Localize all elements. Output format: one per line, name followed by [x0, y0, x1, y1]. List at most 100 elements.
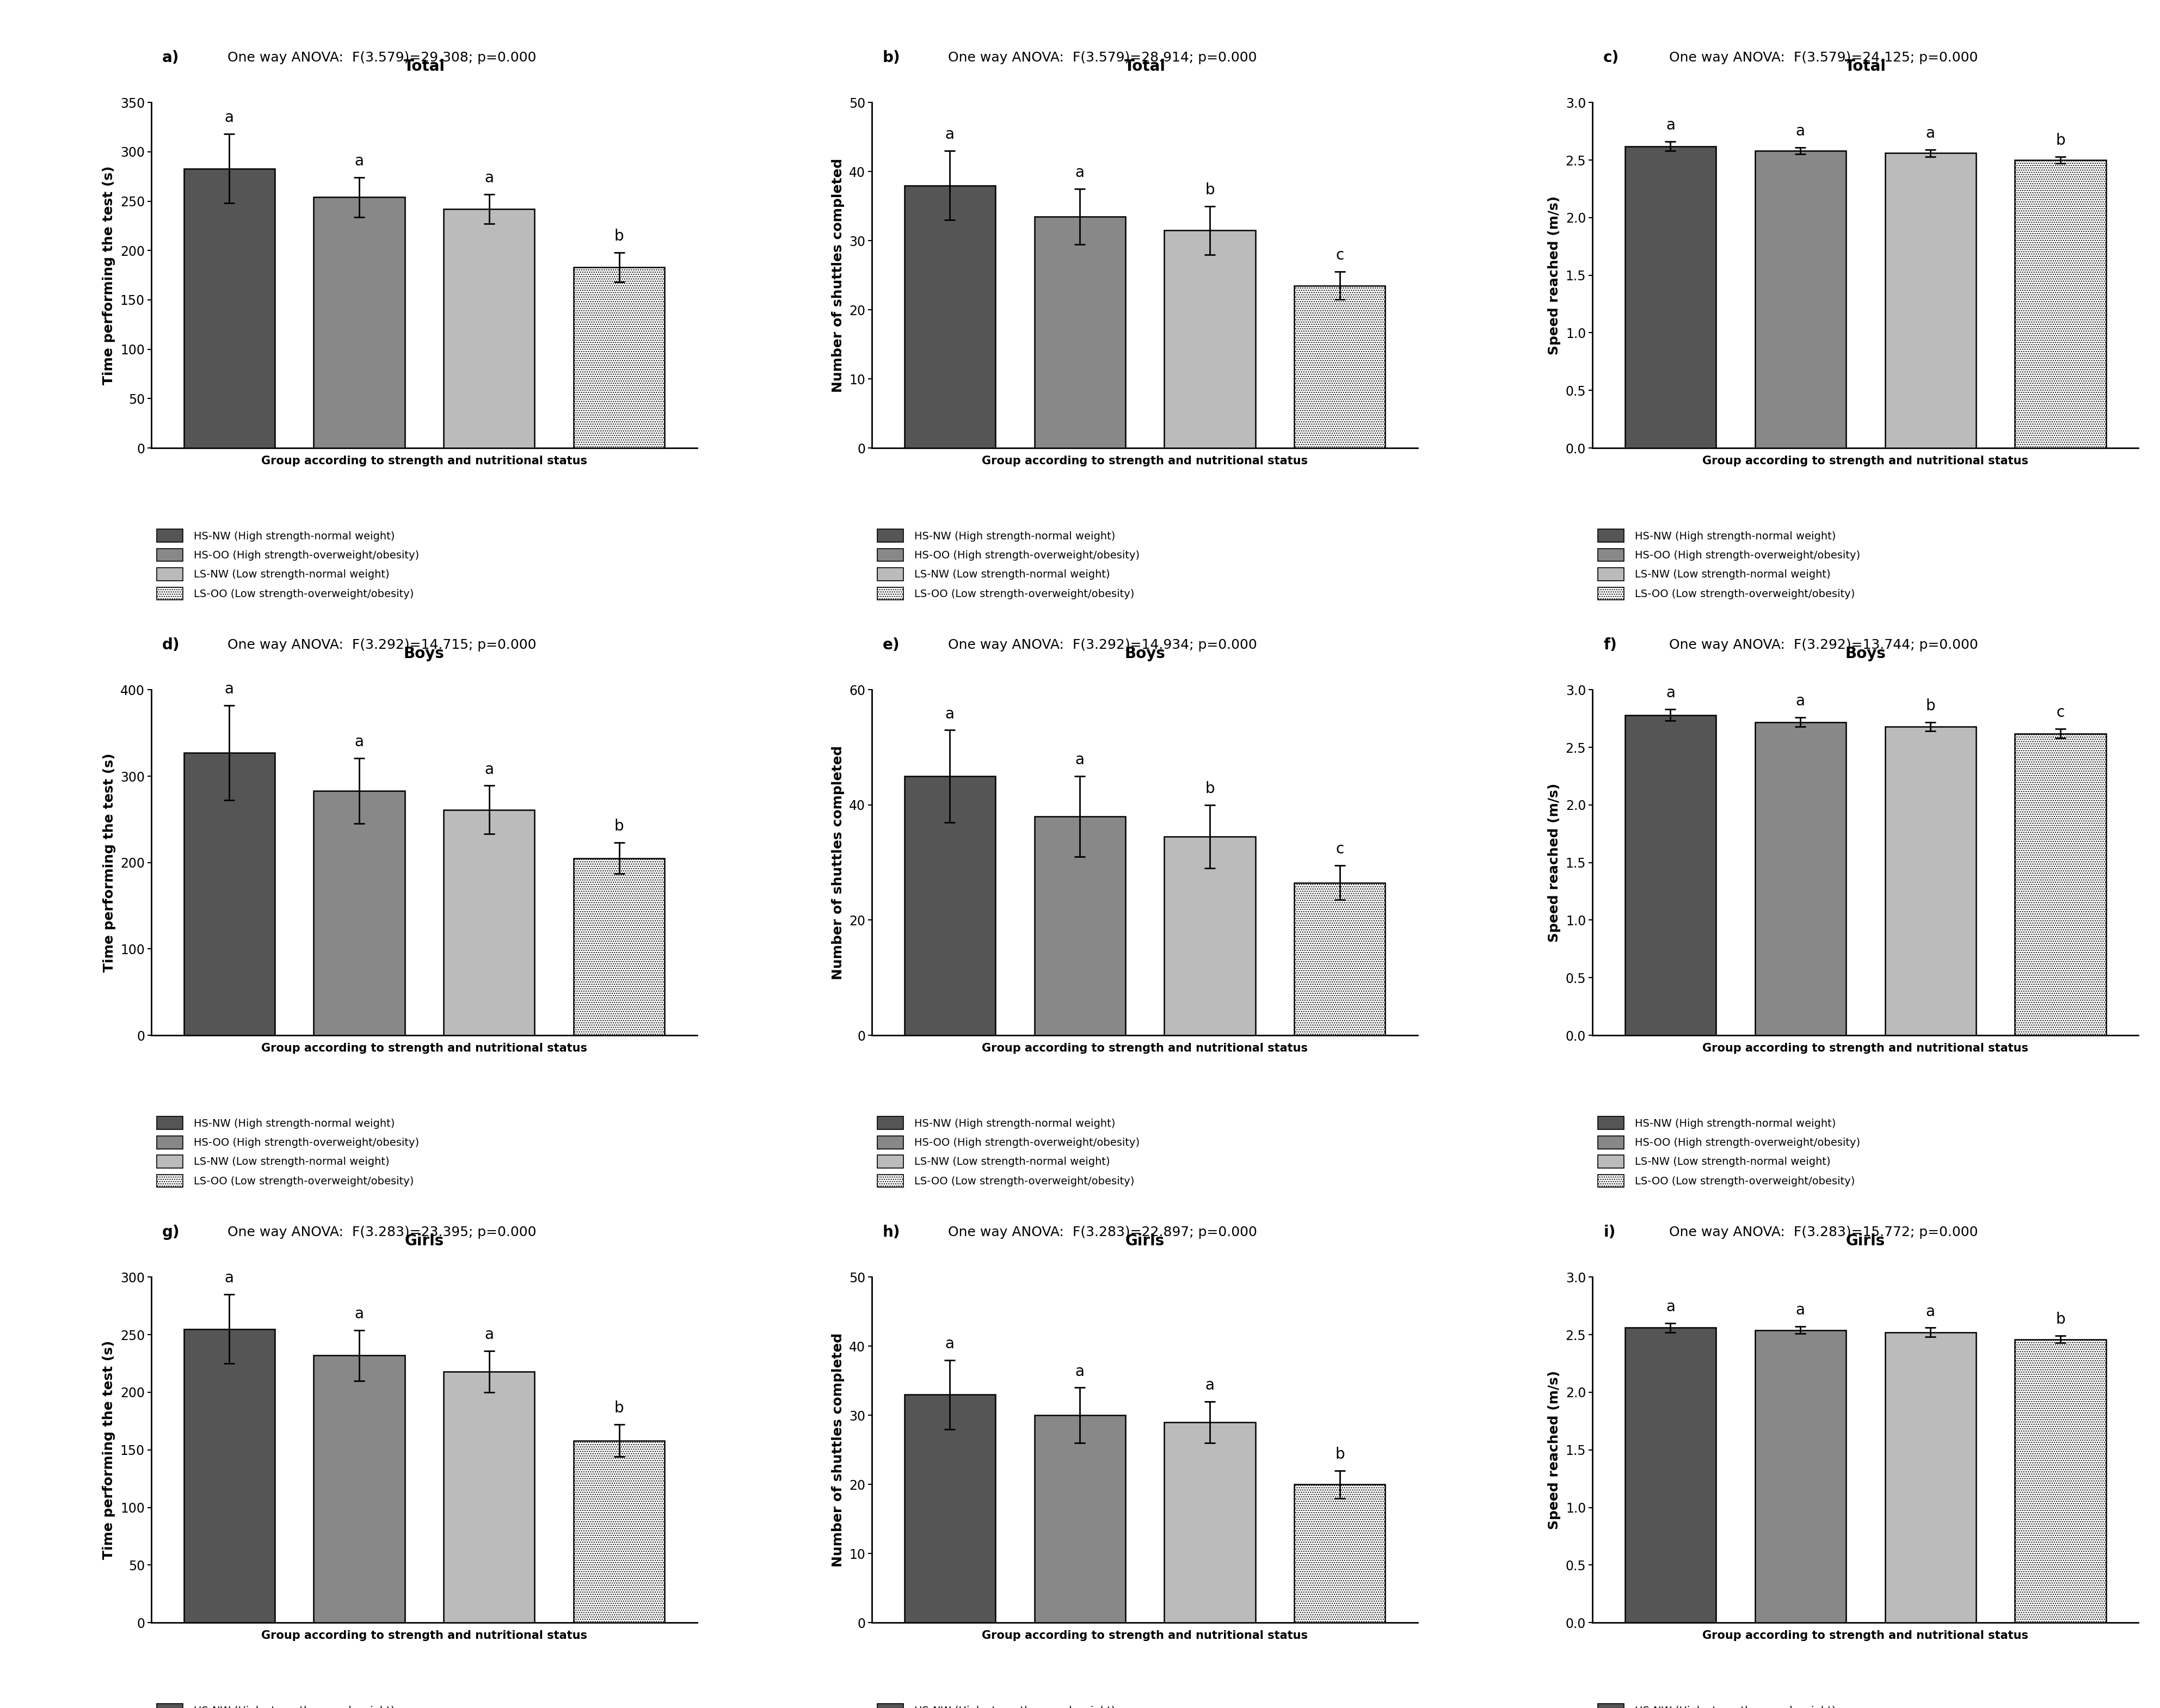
Text: a: a: [225, 111, 233, 125]
Bar: [905, 775, 996, 1035]
Bar: [575, 268, 665, 447]
Text: One way ANOVA:  F(3.292)=14.715; p=0.000: One way ANOVA: F(3.292)=14.715; p=0.000: [227, 639, 536, 651]
Title: Girls: Girls: [1125, 1233, 1164, 1249]
Bar: [1035, 217, 1125, 447]
Legend: HS-NW (High strength-normal weight), HS-OO (High strength-overweight/obesity), L: HS-NW (High strength-normal weight), HS-…: [1598, 1117, 1860, 1187]
Text: a: a: [1665, 685, 1676, 700]
Text: One way ANOVA:  F(3.283)=23.395; p=0.000: One way ANOVA: F(3.283)=23.395; p=0.000: [227, 1226, 536, 1238]
Bar: [184, 1329, 274, 1623]
Text: One way ANOVA:  F(3.579)=28.914; p=0.000: One way ANOVA: F(3.579)=28.914; p=0.000: [948, 51, 1257, 65]
Y-axis label: Time performing the test (s): Time performing the test (s): [104, 753, 117, 972]
X-axis label: Group according to strength and nutritional status: Group according to strength and nutritio…: [1702, 1629, 2028, 1641]
Text: a: a: [225, 1271, 233, 1286]
Legend: HS-NW (High strength-normal weight), HS-OO (High strength-overweight/obesity), L: HS-NW (High strength-normal weight), HS-…: [156, 1117, 419, 1187]
Text: b: b: [613, 229, 624, 244]
Text: a): a): [162, 50, 179, 65]
Text: h): h): [883, 1225, 901, 1240]
Y-axis label: Speed reached (m/s): Speed reached (m/s): [1549, 782, 1562, 943]
Y-axis label: Number of shuttles completed: Number of shuttles completed: [832, 745, 845, 980]
Text: a: a: [484, 171, 495, 186]
Text: a: a: [354, 1307, 363, 1322]
Text: One way ANOVA:  F(3.292)=13.744; p=0.000: One way ANOVA: F(3.292)=13.744; p=0.000: [1670, 639, 1979, 651]
Bar: [1164, 231, 1255, 447]
Text: a: a: [1205, 1378, 1214, 1392]
Text: a: a: [946, 1336, 955, 1351]
Text: i): i): [1603, 1225, 1616, 1240]
Bar: [1164, 1423, 1255, 1623]
Bar: [313, 791, 404, 1035]
Y-axis label: Speed reached (m/s): Speed reached (m/s): [1549, 1370, 1562, 1529]
Title: Boys: Boys: [1845, 646, 1886, 661]
Text: a: a: [484, 1327, 495, 1342]
Bar: [1754, 1331, 1847, 1623]
X-axis label: Group according to strength and nutritional status: Group according to strength and nutritio…: [983, 456, 1307, 466]
Text: a: a: [354, 154, 363, 169]
Legend: HS-NW (High strength-normal weight), HS-OO (High strength-overweight/obesity), L: HS-NW (High strength-normal weight), HS-…: [877, 1117, 1140, 1187]
Text: b: b: [1335, 1447, 1344, 1462]
Bar: [313, 1356, 404, 1623]
X-axis label: Group according to strength and nutritional status: Group according to strength and nutritio…: [983, 1629, 1307, 1641]
X-axis label: Group according to strength and nutritional status: Group according to strength and nutritio…: [261, 1629, 588, 1641]
Bar: [443, 208, 536, 447]
Bar: [184, 169, 274, 447]
Text: a: a: [1795, 693, 1806, 709]
Legend: HS-NW (High strength-normal weight), HS-OO (High strength-overweight/obesity), L: HS-NW (High strength-normal weight), HS-…: [1598, 529, 1860, 600]
Bar: [1886, 1332, 1976, 1623]
Title: Boys: Boys: [1125, 646, 1164, 661]
Y-axis label: Time performing the test (s): Time performing the test (s): [102, 166, 117, 384]
Text: c): c): [1603, 50, 1620, 65]
Bar: [905, 1394, 996, 1623]
Text: a: a: [1665, 1300, 1676, 1315]
Text: a: a: [1795, 123, 1806, 138]
Bar: [443, 810, 536, 1035]
Y-axis label: Number of shuttles completed: Number of shuttles completed: [832, 159, 845, 393]
Title: Total: Total: [1845, 58, 1886, 73]
Text: a: a: [1927, 1303, 1935, 1319]
Legend: HS-NW (High strength-normal weight), HS-OO (High strength-overweight/obesity), L: HS-NW (High strength-normal weight), HS-…: [877, 529, 1140, 600]
Text: c: c: [1335, 248, 1344, 263]
Text: b: b: [2056, 133, 2065, 149]
Text: b: b: [1205, 183, 1214, 198]
Title: Total: Total: [404, 58, 445, 73]
Bar: [184, 753, 274, 1035]
Bar: [1294, 1484, 1385, 1623]
Text: a: a: [1795, 1303, 1806, 1319]
Text: One way ANOVA:  F(3.579)=24.125; p=0.000: One way ANOVA: F(3.579)=24.125; p=0.000: [1670, 51, 1979, 65]
Bar: [2015, 1339, 2106, 1623]
Legend: HS-NW (High strength-normal weight), HS-OO (High strength-overweight/obesity), L: HS-NW (High strength-normal weight), HS-…: [156, 529, 419, 600]
Legend: HS-NW (High strength-normal weight), HS-OO (High strength-overweight/obesity), L: HS-NW (High strength-normal weight), HS-…: [156, 1705, 419, 1708]
Bar: [313, 196, 404, 447]
Bar: [1294, 285, 1385, 447]
Text: b: b: [613, 1401, 624, 1416]
Text: b): b): [883, 50, 901, 65]
Bar: [1754, 150, 1847, 447]
Text: b: b: [2056, 1312, 2065, 1327]
Bar: [1294, 883, 1385, 1035]
Y-axis label: Time performing the test (s): Time performing the test (s): [102, 1341, 117, 1559]
Text: One way ANOVA:  F(3.292)=14.934; p=0.000: One way ANOVA: F(3.292)=14.934; p=0.000: [948, 639, 1257, 651]
Bar: [575, 1440, 665, 1623]
X-axis label: Group according to strength and nutritional status: Group according to strength and nutritio…: [983, 1044, 1307, 1054]
Title: Total: Total: [1123, 58, 1166, 73]
Text: a: a: [946, 705, 955, 721]
Text: g): g): [162, 1225, 179, 1240]
Text: b: b: [1205, 781, 1214, 796]
Title: Girls: Girls: [1847, 1233, 1886, 1249]
Bar: [1164, 837, 1255, 1035]
Text: One way ANOVA:  F(3.283)=22.897; p=0.000: One way ANOVA: F(3.283)=22.897; p=0.000: [948, 1226, 1257, 1238]
Text: d): d): [162, 637, 179, 652]
Text: a: a: [1665, 118, 1676, 133]
Text: One way ANOVA:  F(3.283)=15.772; p=0.000: One way ANOVA: F(3.283)=15.772; p=0.000: [1670, 1226, 1979, 1238]
Bar: [2015, 161, 2106, 447]
Legend: HS-NW (High strength-normal weight), HS-OO (High strength-overweight/obesity), L: HS-NW (High strength-normal weight), HS-…: [877, 1705, 1140, 1708]
Text: e): e): [883, 637, 901, 652]
Bar: [1886, 726, 1976, 1035]
Bar: [1035, 1416, 1125, 1623]
Bar: [905, 186, 996, 447]
Text: a: a: [1076, 166, 1084, 181]
Y-axis label: Speed reached (m/s): Speed reached (m/s): [1549, 196, 1562, 355]
Bar: [443, 1372, 536, 1623]
Bar: [1624, 716, 1715, 1035]
Title: Girls: Girls: [404, 1233, 443, 1249]
Legend: HS-NW (High strength-normal weight), HS-OO (High strength-overweight/obesity), L: HS-NW (High strength-normal weight), HS-…: [1598, 1705, 1860, 1708]
